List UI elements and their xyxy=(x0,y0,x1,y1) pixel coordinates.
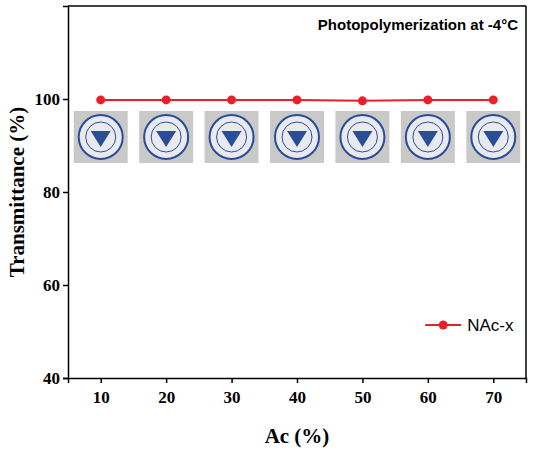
tick: 30 xyxy=(224,378,241,407)
plot-area: 10 20 30 40 50 60 70 40 60 80 100 xyxy=(35,6,527,407)
x-axis-title: Ac (%) xyxy=(265,424,330,448)
tick-label: 40 xyxy=(289,388,306,407)
logo-inner-ring xyxy=(217,122,247,152)
annotation: Photopolymerization at -4°C xyxy=(318,16,518,33)
logo-inner-ring xyxy=(86,122,116,152)
x-axis: 10 20 30 40 50 60 70 xyxy=(69,378,527,407)
tick-mark xyxy=(63,192,68,194)
tick-label: 60 xyxy=(420,388,437,407)
tick: 40 xyxy=(43,369,68,388)
logo-inner-ring xyxy=(347,122,377,152)
logo-background xyxy=(74,111,128,163)
logo-inner-ring xyxy=(282,122,312,152)
tick: 60 xyxy=(420,378,437,407)
data-point xyxy=(227,95,236,104)
logo-image xyxy=(466,111,520,163)
tick-mark xyxy=(231,378,233,383)
logo-emblem xyxy=(352,131,372,147)
tick: 20 xyxy=(158,378,175,407)
legend: NAc-x xyxy=(425,316,514,335)
data-point xyxy=(489,95,498,104)
logo-background xyxy=(205,111,259,163)
axis-line xyxy=(63,7,69,379)
logo-background xyxy=(466,111,520,163)
logo-ring xyxy=(275,115,319,159)
frame-right xyxy=(525,6,527,378)
logo-emblem xyxy=(418,131,438,147)
legend-marker xyxy=(439,321,448,330)
logo-inner-ring xyxy=(413,122,443,152)
tick: 60 xyxy=(43,276,68,295)
tick-label: 60 xyxy=(43,276,60,295)
logo-background xyxy=(139,111,193,163)
tick-mark xyxy=(493,378,495,383)
series-group xyxy=(96,95,498,105)
y-axis: 40 60 80 100 xyxy=(35,7,69,388)
data-point xyxy=(96,95,105,104)
logo-images xyxy=(74,111,521,163)
tick-label: 80 xyxy=(43,183,60,202)
logo-emblem xyxy=(483,131,503,147)
legend-label: NAc-x xyxy=(467,316,514,335)
tick-mark xyxy=(297,378,299,383)
tick: 10 xyxy=(93,378,110,407)
tick-mark xyxy=(63,378,68,380)
logo-ring xyxy=(144,115,188,159)
logo-emblem xyxy=(287,131,307,147)
tick-mark xyxy=(428,378,430,383)
tick-label: 30 xyxy=(224,388,241,407)
logo-background xyxy=(270,111,324,163)
tick: 80 xyxy=(43,183,68,202)
logo-image xyxy=(139,111,193,163)
logo-ring xyxy=(340,115,384,159)
logo-inner-ring xyxy=(151,122,181,152)
logo-emblem xyxy=(91,131,111,147)
tick-label: 100 xyxy=(35,90,61,109)
tick-label: 40 xyxy=(43,369,60,388)
tick: 100 xyxy=(35,90,69,109)
logo-image xyxy=(270,111,324,163)
axis-line xyxy=(69,379,527,384)
logo-ring xyxy=(79,115,123,159)
logo-background xyxy=(401,111,455,163)
tick-mark xyxy=(362,378,364,383)
chart: 10 20 30 40 50 60 70 40 60 80 100 Ac (%) Transmittan… xyxy=(0,0,533,453)
logo-ring xyxy=(210,115,254,159)
logo-image xyxy=(205,111,259,163)
logo-image xyxy=(335,111,389,163)
tick-label: 50 xyxy=(354,388,371,407)
data-point xyxy=(293,95,302,104)
logo-image xyxy=(74,111,128,163)
tick-mark xyxy=(63,99,68,101)
logo-image xyxy=(401,111,455,163)
logo-inner-ring xyxy=(478,122,508,152)
logo-emblem xyxy=(222,131,242,147)
tick-label: 20 xyxy=(158,388,175,407)
tick-mark xyxy=(100,378,102,383)
y-axis-title: Transmittance (%) xyxy=(5,107,29,278)
data-point xyxy=(358,96,367,105)
tick: 40 xyxy=(289,378,306,407)
tick: 70 xyxy=(485,378,502,407)
tick-mark xyxy=(166,378,168,383)
data-point xyxy=(423,95,432,104)
logo-background xyxy=(335,111,389,163)
logo-ring xyxy=(471,115,515,159)
tick-mark xyxy=(63,285,68,287)
logo-ring xyxy=(406,115,450,159)
tick-label: 70 xyxy=(485,388,502,407)
frame-top xyxy=(68,5,526,7)
tick-label: 10 xyxy=(93,388,110,407)
logo-emblem xyxy=(156,131,176,147)
data-point xyxy=(162,95,171,104)
tick: 50 xyxy=(354,378,371,407)
